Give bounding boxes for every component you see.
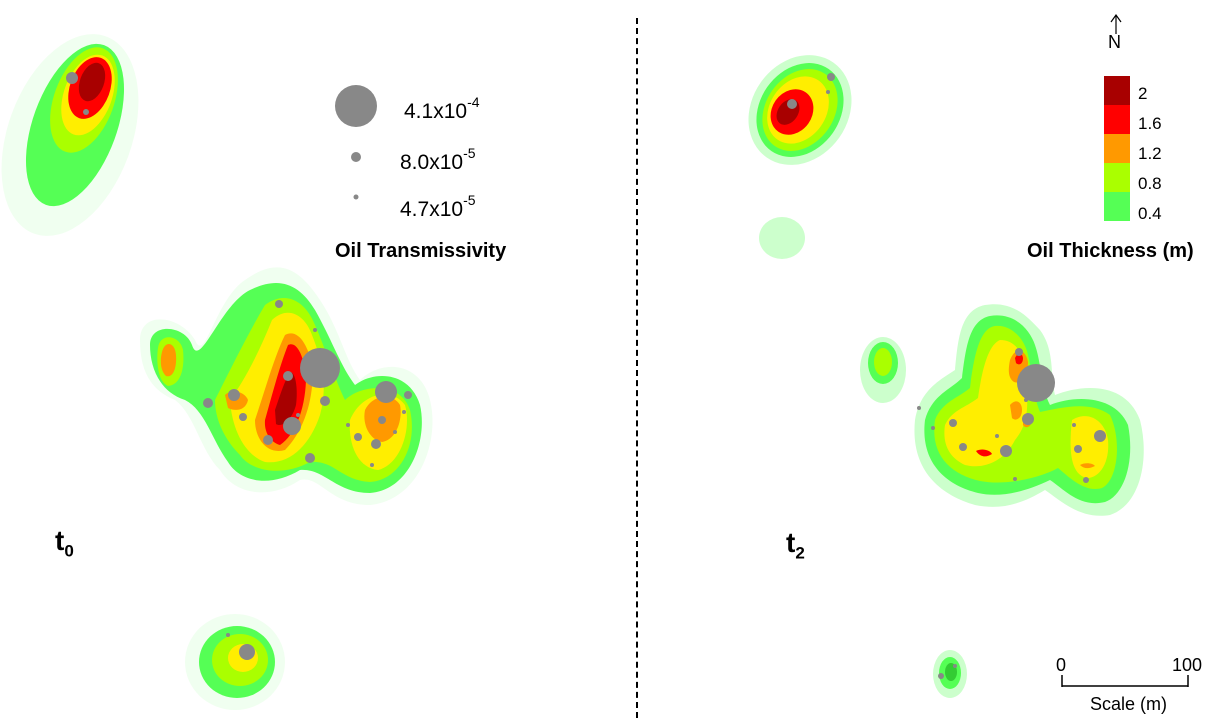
ramp-label-2: 2 — [1138, 84, 1148, 103]
ramp-swatch-0-4 — [1104, 192, 1130, 221]
scale-title: Scale (m) — [1090, 694, 1168, 714]
halo-isolated — [759, 217, 805, 259]
plume-northwest-t2 — [748, 55, 852, 165]
thickness-color-ramp — [1104, 76, 1130, 221]
ramp-swatch-1-2 — [1104, 134, 1130, 163]
transmissivity-legend-markers — [335, 85, 377, 200]
plume-central-t2 — [914, 304, 1144, 516]
ramp-label-1-6: 1.6 — [1138, 114, 1162, 133]
map-panel-t0: t0 4.1x10-4 8.0x10-5 4.7x10-5 Oil Transm… — [1, 34, 507, 710]
ramp-swatch-1-6 — [1104, 105, 1130, 134]
legend-marker-large — [335, 85, 377, 127]
ramp-label-1-2: 1.2 — [1138, 144, 1162, 163]
map-panel-t2: t2 N 2 1.6 1.2 0.8 0.4 Oil Thickness (m)… — [640, 0, 1231, 720]
north-arrow-icon — [1110, 13, 1122, 34]
ramp-label-0-8: 0.8 — [1138, 174, 1162, 193]
legend-marker-small — [353, 194, 359, 200]
scale-start-label: 0 — [1056, 655, 1067, 675]
thickness-legend-title: Oil Thickness (m) — [1027, 240, 1194, 262]
scale-end-label: 100 — [1172, 655, 1203, 675]
ramp-swatch-2 — [1104, 76, 1130, 105]
panel-divider — [636, 18, 638, 718]
plume-northwest — [1, 34, 139, 236]
time-label-t0: t0 — [55, 525, 74, 561]
plume-south-t2 — [933, 650, 967, 698]
legend-entry-3: 4.7x10-5 — [400, 192, 476, 221]
plume-west-t2 — [860, 337, 906, 403]
plume-central — [140, 267, 433, 505]
legend-entry-2: 8.0x10-5 — [400, 145, 476, 174]
time-label-t2: t2 — [786, 527, 805, 563]
ramp-swatch-0-8 — [1104, 163, 1130, 192]
scale-bar — [1061, 675, 1189, 687]
oil-thickness-map-t0 — [1, 34, 433, 710]
legend-entry-1: 4.1x10-4 — [404, 94, 480, 123]
transmissivity-legend-title: Oil Transmissivity — [335, 240, 507, 262]
legend-marker-medium — [351, 152, 361, 162]
ramp-label-0-4: 0.4 — [1138, 204, 1162, 223]
plume-south — [185, 614, 285, 710]
north-arrow-label: N — [1108, 32, 1121, 52]
oil-thickness-map-t2 — [748, 55, 1144, 698]
